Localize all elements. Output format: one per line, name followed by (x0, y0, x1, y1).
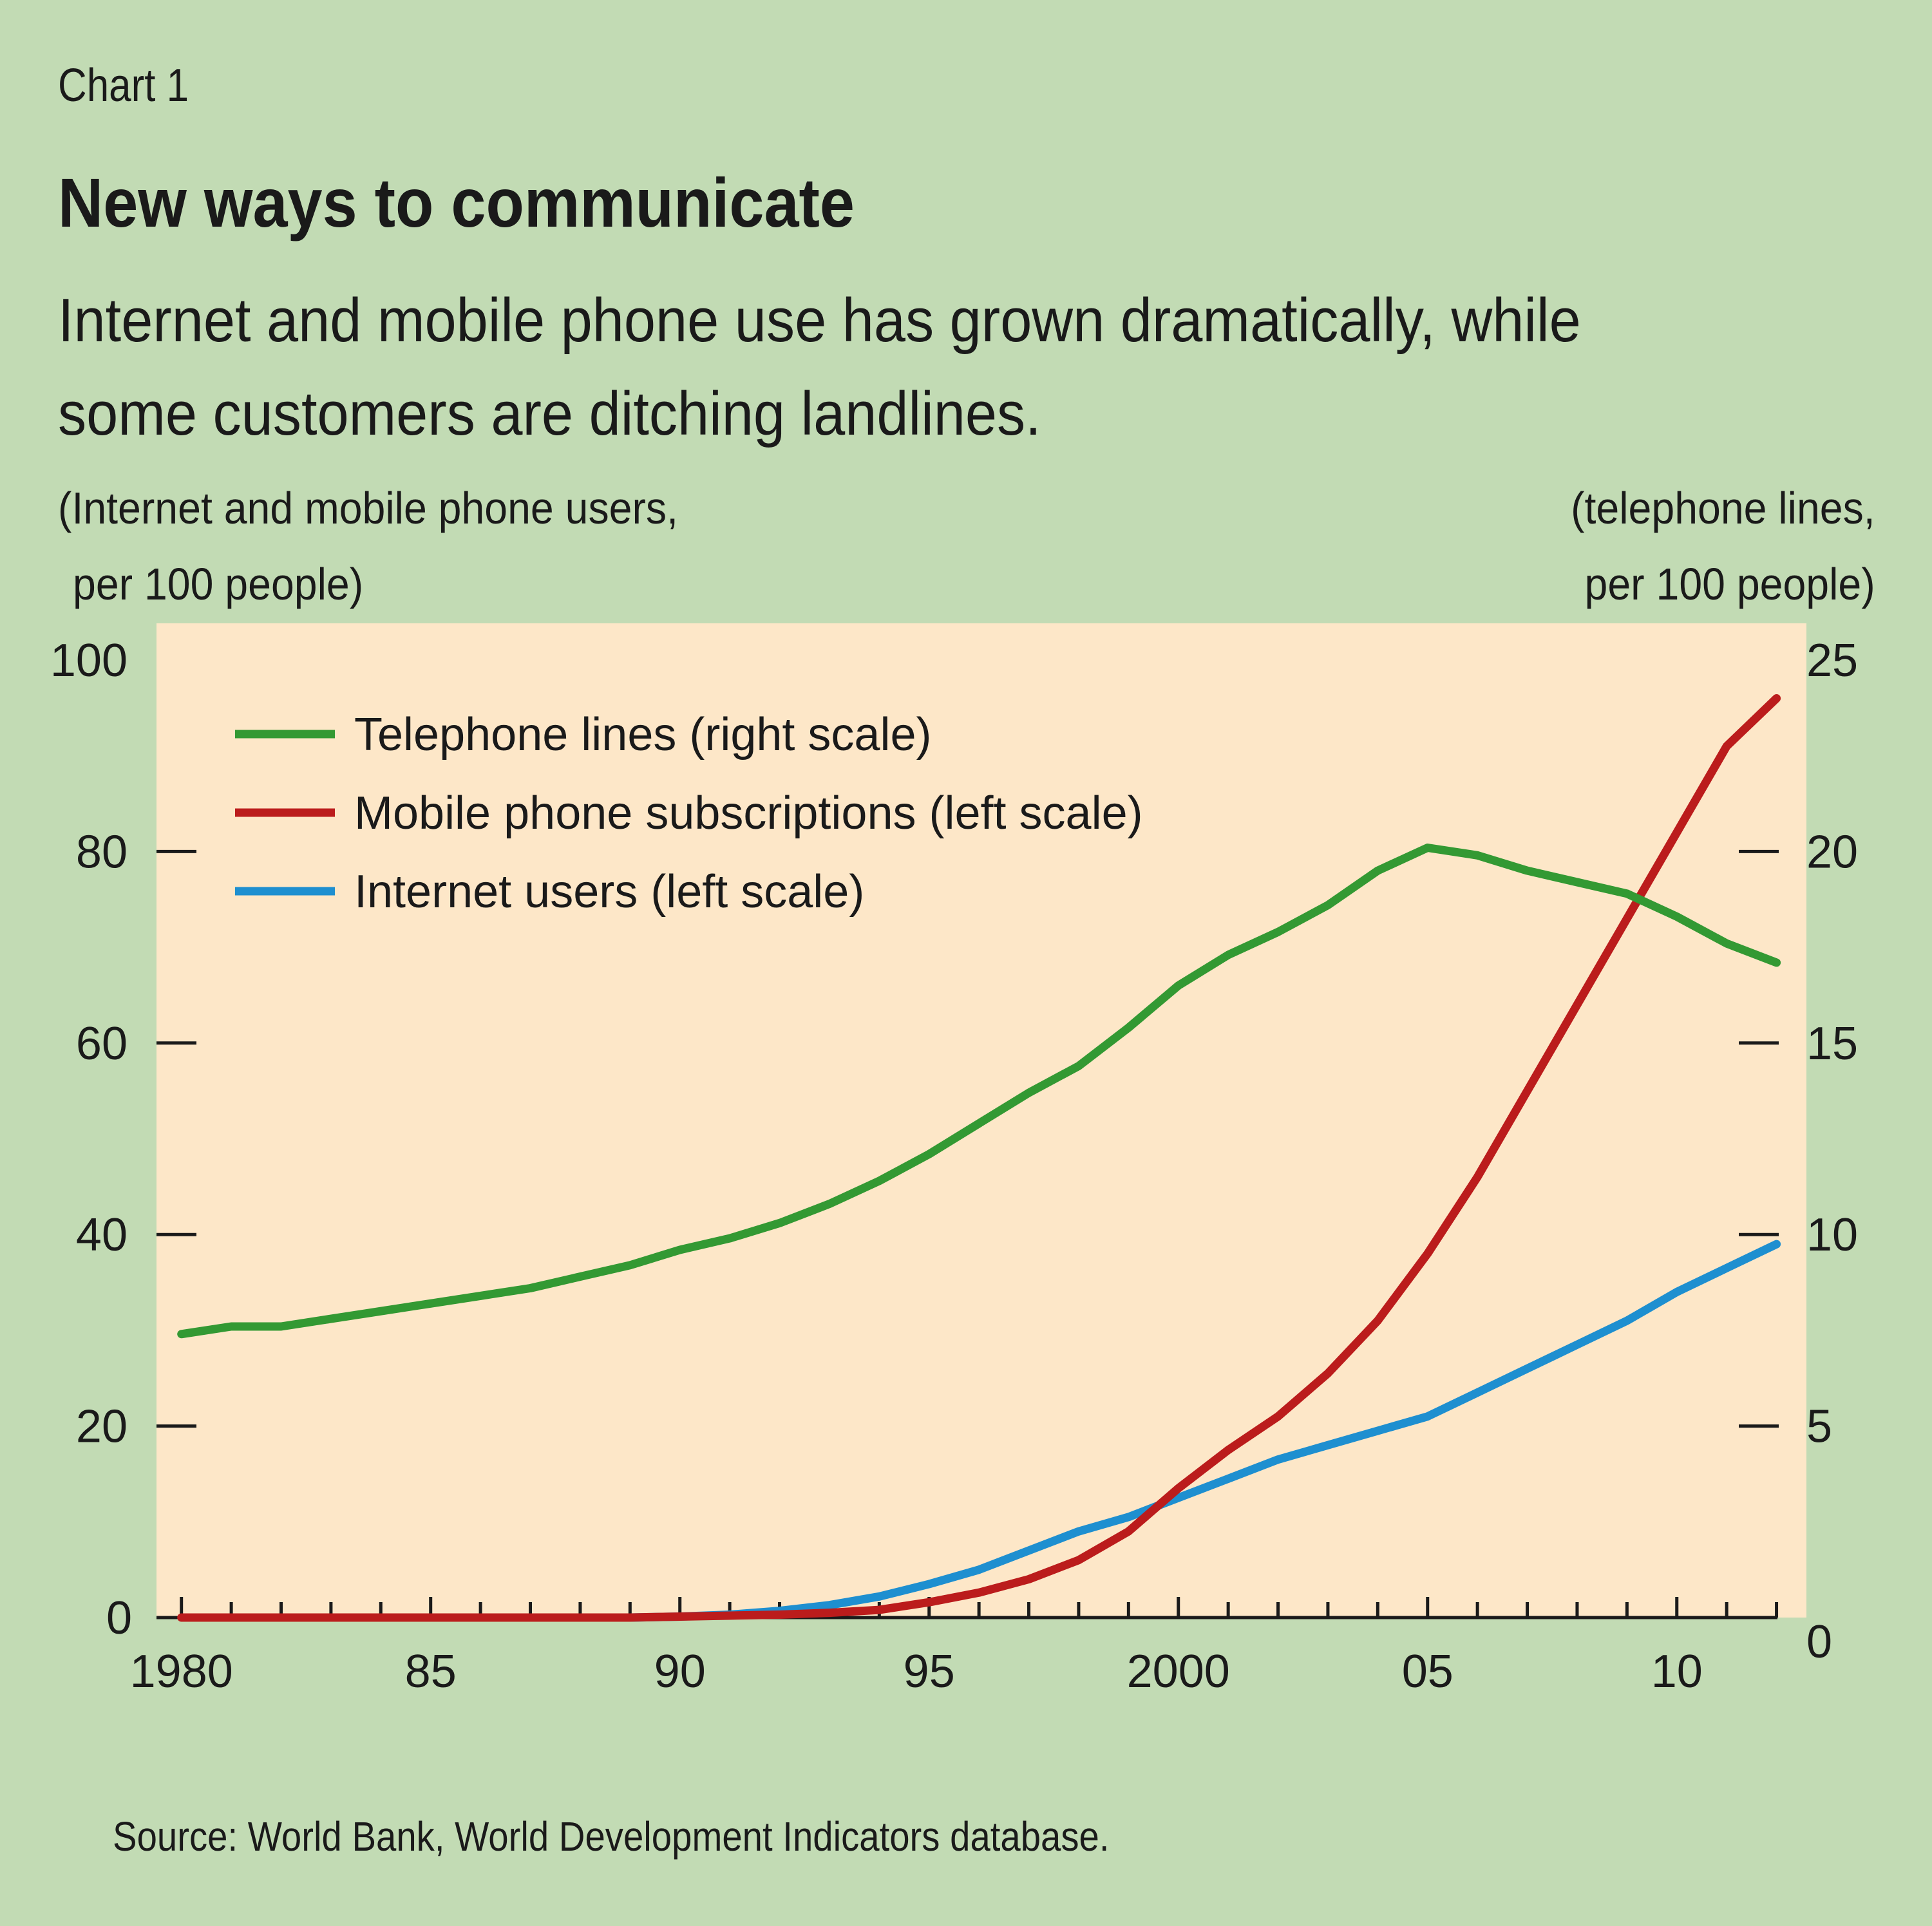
legend-label-mobile-phone-subscriptions: Mobile phone subscriptions (left scale) (354, 788, 1143, 839)
left-axis-title-line1: (Internet and mobile phone users, (58, 483, 679, 533)
x-tick-label-2005: 05 (1402, 1646, 1454, 1697)
chart-subtitle: Internet and mobile phone use has grown … (58, 286, 1581, 448)
x-tick-label-1990: 90 (654, 1646, 706, 1697)
y-right-tick-label-5: 5 (1806, 1401, 1832, 1453)
telephone-lines-line (177, 844, 1781, 1339)
y-left-tick-label-0: 0 (106, 1592, 132, 1644)
legend: Telephone lines (right scale) Mobile phon… (235, 709, 1143, 918)
right-axis-title-line1: (telephone lines, (1571, 483, 1875, 533)
internet-users-line (625, 1240, 1781, 1622)
y-right-tick-label-20: 20 (1806, 826, 1858, 878)
y-left-tick-label-60: 60 (76, 1018, 128, 1070)
series-layer (177, 694, 1781, 1622)
left-axis-title-line2: per 100 people) (73, 559, 364, 609)
y-right-tick-label-0: 0 (1806, 1616, 1832, 1668)
chart-label: Chart 1 (58, 60, 189, 111)
x-tick-label-2010: 10 (1651, 1646, 1703, 1697)
x-tick-label-2000: 2000 (1127, 1646, 1230, 1697)
y-right-tick-label-25: 25 (1806, 635, 1858, 686)
y-left-tick-label-100: 100 (50, 635, 128, 686)
x-tick-label-1995: 95 (904, 1646, 955, 1697)
y-left-tick-label-20: 20 (76, 1401, 128, 1453)
x-tick-label-1980: 1980 (130, 1646, 233, 1697)
left-axis-title: (Internet and mobile phone users, per 10… (58, 470, 678, 622)
y-right-tick-label-10: 10 (1806, 1209, 1858, 1261)
legend-label-internet-users: Internet users (left scale) (354, 866, 864, 918)
mobile-phone-subscriptions-line (177, 694, 1781, 1622)
y-left-tick-label-40: 40 (76, 1209, 128, 1261)
y-left-tick-label-80: 80 (76, 826, 128, 878)
right-axis-title-line2: per 100 people) (1584, 559, 1875, 609)
y-right-tick-label-15: 15 (1806, 1018, 1858, 1070)
chart-title: New ways to communicate (58, 164, 855, 241)
legend-label-telephone-lines: Telephone lines (right scale) (354, 709, 931, 760)
right-axis-title: (telephone lines, per 100 people) (1571, 470, 1875, 622)
source-note: Source: World Bank, World Development In… (113, 1813, 1110, 1860)
x-tick-label-1985: 85 (405, 1646, 457, 1697)
